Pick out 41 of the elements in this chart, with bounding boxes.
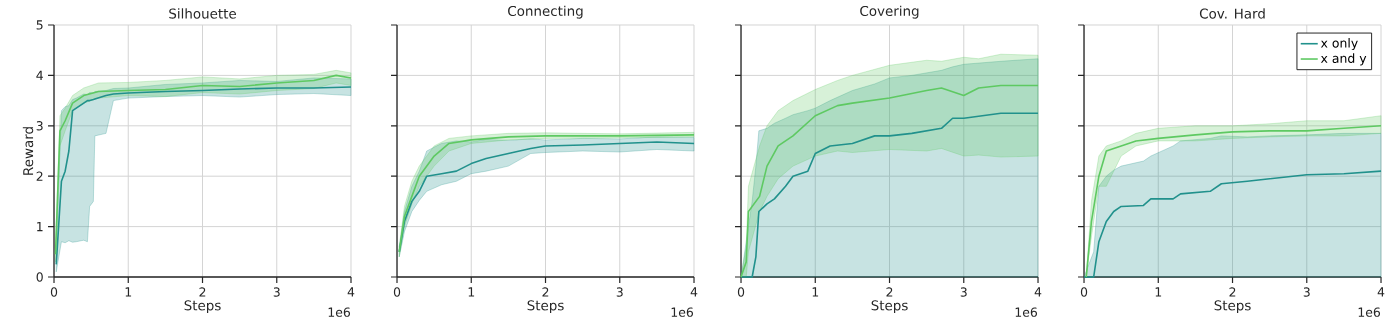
text: 1e6: [671, 307, 694, 317]
text: 1e6: [1358, 307, 1381, 317]
y-axis-title: Reward: [22, 127, 34, 175]
chart-title: Cov. Hard: [1199, 8, 1265, 19]
x-tick-label: 1: [468, 287, 475, 297]
x-tick-label: 3: [273, 287, 280, 297]
chart-title: Covering: [860, 5, 919, 19]
legend-label: x only: [1320, 38, 1358, 51]
x-tick-label: 4: [1034, 287, 1042, 297]
x-axis-title: Steps: [184, 300, 221, 314]
text: 1e6: [1015, 307, 1038, 317]
x-tick-label: 4: [347, 287, 355, 297]
x-tick-label: 2: [886, 287, 893, 297]
x-tick-label: 1: [1155, 287, 1162, 297]
y-tick-label: 2: [36, 171, 43, 181]
legend-label: x and y: [1320, 53, 1367, 66]
x-tick-label: 3: [960, 287, 967, 297]
x-axis-title: Steps: [871, 300, 908, 314]
x-tick-label: 0: [50, 287, 58, 297]
y-tick-label: 3: [36, 121, 43, 131]
x-tick-label: 4: [690, 287, 698, 297]
y-tick-label: 1: [37, 222, 43, 232]
y-tick-label: 5: [36, 20, 43, 30]
x-tick-label: 3: [616, 287, 623, 297]
x-tick-label: 2: [1229, 287, 1236, 297]
x-tick-label: 1: [125, 287, 132, 297]
x-tick-label: 4: [1377, 287, 1385, 297]
x-tick-label: 0: [393, 287, 401, 297]
y-tick-label: 0: [36, 272, 43, 282]
x-axis-title: Steps: [1214, 300, 1251, 314]
x-tick-label: 2: [542, 287, 549, 297]
x-tick-label: 0: [1080, 287, 1088, 297]
x-tick-label: 1: [812, 287, 819, 297]
text: 1e6: [328, 307, 351, 317]
y-tick-label: 4: [36, 70, 43, 80]
chart-title: Silhouette: [169, 8, 236, 19]
chart-title: Connecting: [508, 5, 583, 19]
x-tick-label: 3: [1303, 287, 1310, 297]
x-axis-title: Steps: [527, 300, 564, 314]
x-tick-label: 0: [737, 287, 745, 297]
x-tick-label: 2: [199, 287, 206, 297]
